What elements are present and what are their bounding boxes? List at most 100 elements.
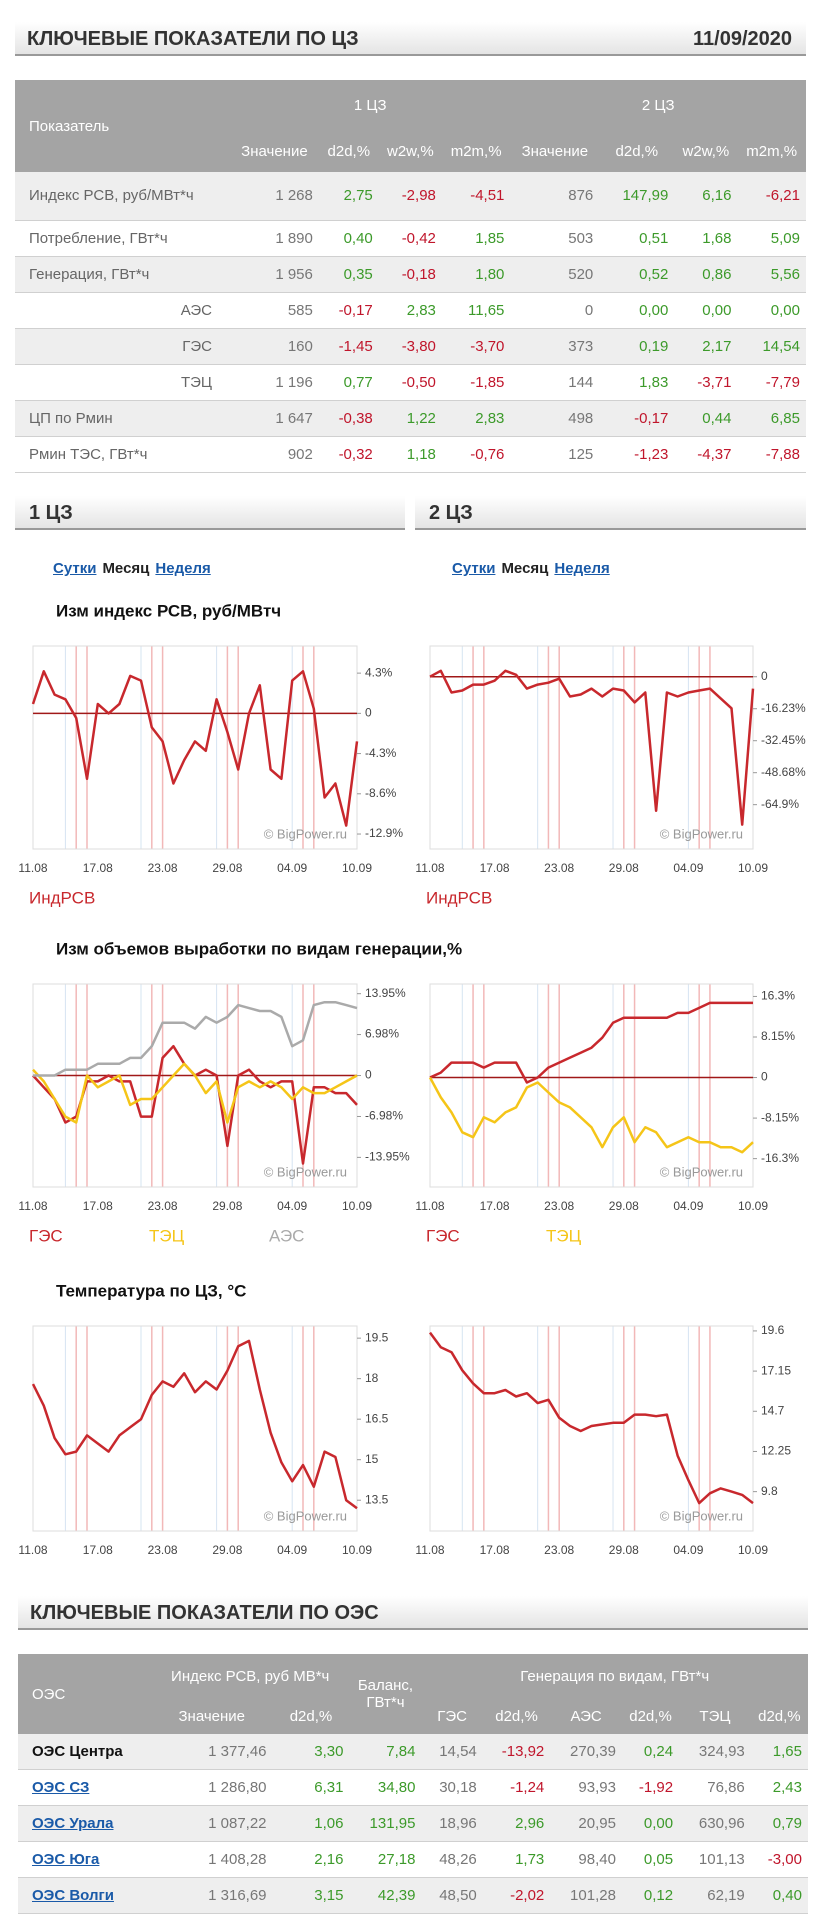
table-cell: 48,26 xyxy=(421,1841,483,1878)
row-label[interactable]: ОЭС Волги xyxy=(18,1877,151,1914)
chart-title: Изм объемов выработки по видам генерации… xyxy=(56,939,462,958)
watermark: © BigPower.ru xyxy=(264,1164,347,1179)
table-cell: -3,70 xyxy=(441,328,511,365)
table-cell: -0,17 xyxy=(318,292,379,329)
table-cell: 30,18 xyxy=(421,1769,483,1806)
table-cell: -0,32 xyxy=(318,436,379,473)
table-cell: 0 xyxy=(510,292,600,329)
table-row: Индекс РСВ, руб/МВт*ч 1 268 2,75 -2,98 -4,51… xyxy=(15,172,806,221)
x-tick-label: 10.09 xyxy=(342,1199,372,1213)
table-row: Рмин ТЭС, ГВт*ч 902 -0,32 1,18 -0,76 125 -1,23… xyxy=(15,436,806,473)
table-cell: 98,40 xyxy=(550,1841,622,1878)
x-tick-label: 29.08 xyxy=(212,1543,242,1557)
table-cell: 125 xyxy=(510,436,600,473)
watermark: © BigPower.ru xyxy=(264,1508,347,1523)
period-link[interactable]: Сутки xyxy=(53,560,97,577)
y-tick-label: 17.15 xyxy=(761,1363,791,1377)
table-cell: 876 xyxy=(510,172,600,221)
period-link[interactable]: Неделя xyxy=(155,560,211,577)
table-cell: 1 408,28 xyxy=(151,1841,273,1878)
plot-frame xyxy=(32,1325,358,1532)
y-tick-label: -6.98% xyxy=(365,1109,403,1123)
table-cell: 1 956 xyxy=(230,256,319,293)
table-header: d2d,% xyxy=(599,130,675,172)
row-label: Потребление, ГВт*ч xyxy=(15,220,230,257)
row-label[interactable]: ОЭС Юга xyxy=(18,1841,151,1878)
table-cell: 1,85 xyxy=(441,220,511,257)
table-cell: -3,00 xyxy=(750,1841,808,1878)
table-cell: 0,12 xyxy=(621,1877,680,1914)
table-cell: 14,54 xyxy=(737,328,806,365)
y-tick-label: 12.25 xyxy=(761,1444,791,1458)
table-cell: 520 xyxy=(510,256,600,293)
table-row: АЭС 585 -0,17 2,83 11,65 0 0,00 0,00 0,00 xyxy=(15,292,806,329)
table-cell: -13,92 xyxy=(482,1734,551,1770)
x-tick-label: 04.09 xyxy=(673,861,703,875)
table-row: ОЭС Урала 1 087,22 1,06 131,95 18,96 2,96 20,9… xyxy=(18,1805,808,1842)
y-tick-label: 13.95% xyxy=(365,986,406,1000)
table-header: d2d,% xyxy=(318,130,379,172)
table-cell: 1,18 xyxy=(378,436,442,473)
header-title: КЛЮЧЕВЫЕ ПОКАЗАТЕЛИ ПО ЦЗ xyxy=(27,28,359,50)
table-cell: -0,42 xyxy=(378,220,442,257)
table-cell: 34,80 xyxy=(349,1769,422,1806)
period-link[interactable]: Неделя xyxy=(554,560,610,577)
header-bar: КЛЮЧЕВЫЕ ПОКАЗАТЕЛИ ПО ЦЗ 11/09/2020 xyxy=(15,22,806,56)
table-cell: 2,83 xyxy=(378,292,442,329)
data-line xyxy=(429,1001,753,1084)
y-tick-label: -4.3% xyxy=(365,746,397,760)
row-label: Индекс РСВ, руб/МВт*ч xyxy=(15,172,230,221)
chart-title: Температура по ЦЗ, °С xyxy=(56,1281,246,1300)
y-tick-label: 13.5 xyxy=(365,1492,389,1506)
row-label[interactable]: ОЭС СЗ xyxy=(18,1769,151,1806)
period-links: Сутки Месяц Неделя xyxy=(452,560,616,577)
table-header: Генерация по видам, ГВт*ч xyxy=(421,1654,808,1698)
table-header: Значение xyxy=(230,130,319,172)
plot-frame xyxy=(429,983,754,1188)
oes-header-bar: КЛЮЧЕВЫЕ ПОКАЗАТЕЛИ ПО ОЭС xyxy=(18,1596,808,1630)
table-cell: 42,39 xyxy=(349,1877,422,1914)
x-tick-label: 11.08 xyxy=(18,861,47,875)
table-cell: 48,50 xyxy=(421,1877,483,1914)
x-tick-label: 11.08 xyxy=(18,1199,47,1213)
y-tick-label: 14.7 xyxy=(761,1403,785,1417)
table-cell: 2,75 xyxy=(318,172,379,221)
table-cell: 1,73 xyxy=(482,1841,551,1878)
table-header: d2d,% xyxy=(482,1698,551,1734)
x-tick-label: 11.08 xyxy=(415,861,444,875)
period-link[interactable]: Сутки xyxy=(452,560,496,577)
period-link: Месяц xyxy=(102,560,150,577)
x-tick-label: 23.08 xyxy=(148,1199,178,1213)
row-label[interactable]: ОЭС Урала xyxy=(18,1805,151,1842)
table-cell: 76,86 xyxy=(679,1769,751,1806)
table-cell: 0,24 xyxy=(621,1734,680,1770)
data-line xyxy=(429,669,755,826)
row-label: ТЭЦ xyxy=(15,364,230,401)
table-header: Значение xyxy=(510,130,600,172)
legend-item: ИндРСВ xyxy=(29,888,95,907)
table-cell: 93,93 xyxy=(550,1769,622,1806)
y-tick-label: 15 xyxy=(365,1452,379,1466)
x-tick-label: 29.08 xyxy=(609,861,639,875)
oes-title: КЛЮЧЕВЫЕ ПОКАЗАТЕЛИ ПО ОЭС xyxy=(30,1602,379,1624)
x-tick-label: 29.08 xyxy=(212,861,242,875)
table-header: ГЭС xyxy=(421,1698,483,1734)
table-row: ГЭС 160 -1,45 -3,80 -3,70 373 0,19 2,17 14,54 xyxy=(15,328,806,365)
y-tick-label: 8.15% xyxy=(761,1029,795,1043)
table-cell: 324,93 xyxy=(679,1734,751,1770)
x-tick-label: 29.08 xyxy=(212,1199,242,1213)
table-cell: -2,02 xyxy=(482,1877,551,1914)
y-tick-label: -8.15% xyxy=(761,1110,799,1124)
x-tick-label: 23.08 xyxy=(148,861,178,875)
zone-header: 1 ЦЗ xyxy=(15,496,405,530)
table-cell: -1,24 xyxy=(482,1769,551,1806)
table-cell: 27,18 xyxy=(349,1841,422,1878)
x-tick-label: 17.08 xyxy=(83,861,113,875)
y-tick-label: 0 xyxy=(761,669,768,683)
table-cell: 373 xyxy=(510,328,600,365)
x-tick-label: 04.09 xyxy=(277,1199,307,1213)
table-cell: -4,37 xyxy=(674,436,738,473)
table-row: ТЭЦ 1 196 0,77 -0,50 -1,85 144 1,83 -3,71 -7,79 xyxy=(15,364,806,401)
plot-frame xyxy=(429,645,754,850)
